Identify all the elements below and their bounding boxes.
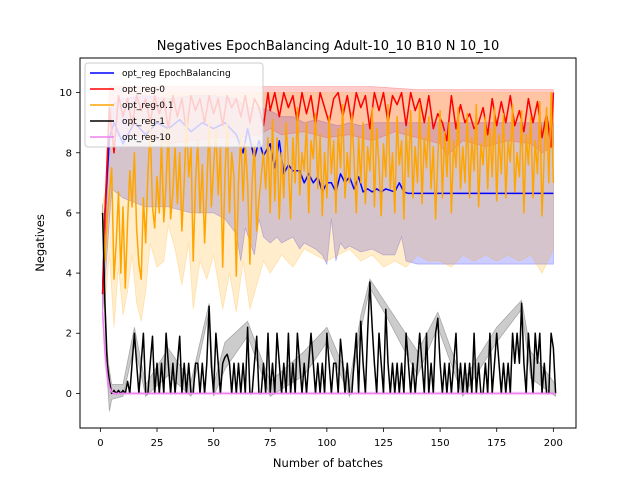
y-tick-label: 2 xyxy=(66,329,72,340)
x-tick-label: 0 xyxy=(97,438,103,449)
x-tick-label: 100 xyxy=(317,438,336,449)
x-axis-ticks: 0 25 50 75 100 125 150 175 200 xyxy=(97,428,563,449)
y-axis-label: Negatives xyxy=(33,214,47,272)
y-axis-ticks: 0 2 4 6 8 10 xyxy=(59,88,80,400)
legend-label-4: opt_reg-10 xyxy=(122,133,171,143)
y-tick-label: 4 xyxy=(66,269,72,280)
chart-title: Negatives EpochBalancing Adult-10_10 B10… xyxy=(157,39,499,54)
line-series-2 xyxy=(101,91,555,289)
plot-frame xyxy=(79,57,577,429)
legend-label-1: opt_reg-0 xyxy=(122,85,165,95)
y-tick-label: 6 xyxy=(66,208,72,219)
legend-box xyxy=(84,62,264,148)
x-axis-label: Number of batches xyxy=(273,456,383,470)
line-series-4 xyxy=(101,312,556,395)
x-tick-label: 175 xyxy=(487,438,506,449)
legend-label-0: opt_reg EpochBalancing xyxy=(122,69,231,79)
y-tick-label: 0 xyxy=(66,389,72,400)
x-tick-label: 150 xyxy=(431,438,450,449)
line-series-3 xyxy=(101,212,557,395)
x-tick-label: 50 xyxy=(207,438,220,449)
x-tick-label: 75 xyxy=(264,438,277,449)
y-tick-label: 8 xyxy=(66,148,72,159)
x-tick-label: 200 xyxy=(544,438,563,449)
legend: opt_reg EpochBalancing opt_reg-0 opt_reg-0… xyxy=(84,62,264,148)
legend-label-2: opt_reg-0.1 xyxy=(122,101,174,111)
y-tick-label: 10 xyxy=(59,88,72,99)
legend-label-3: opt_reg-1 xyxy=(122,117,165,127)
x-tick-label: 125 xyxy=(374,438,393,449)
x-tick-label: 25 xyxy=(151,438,164,449)
